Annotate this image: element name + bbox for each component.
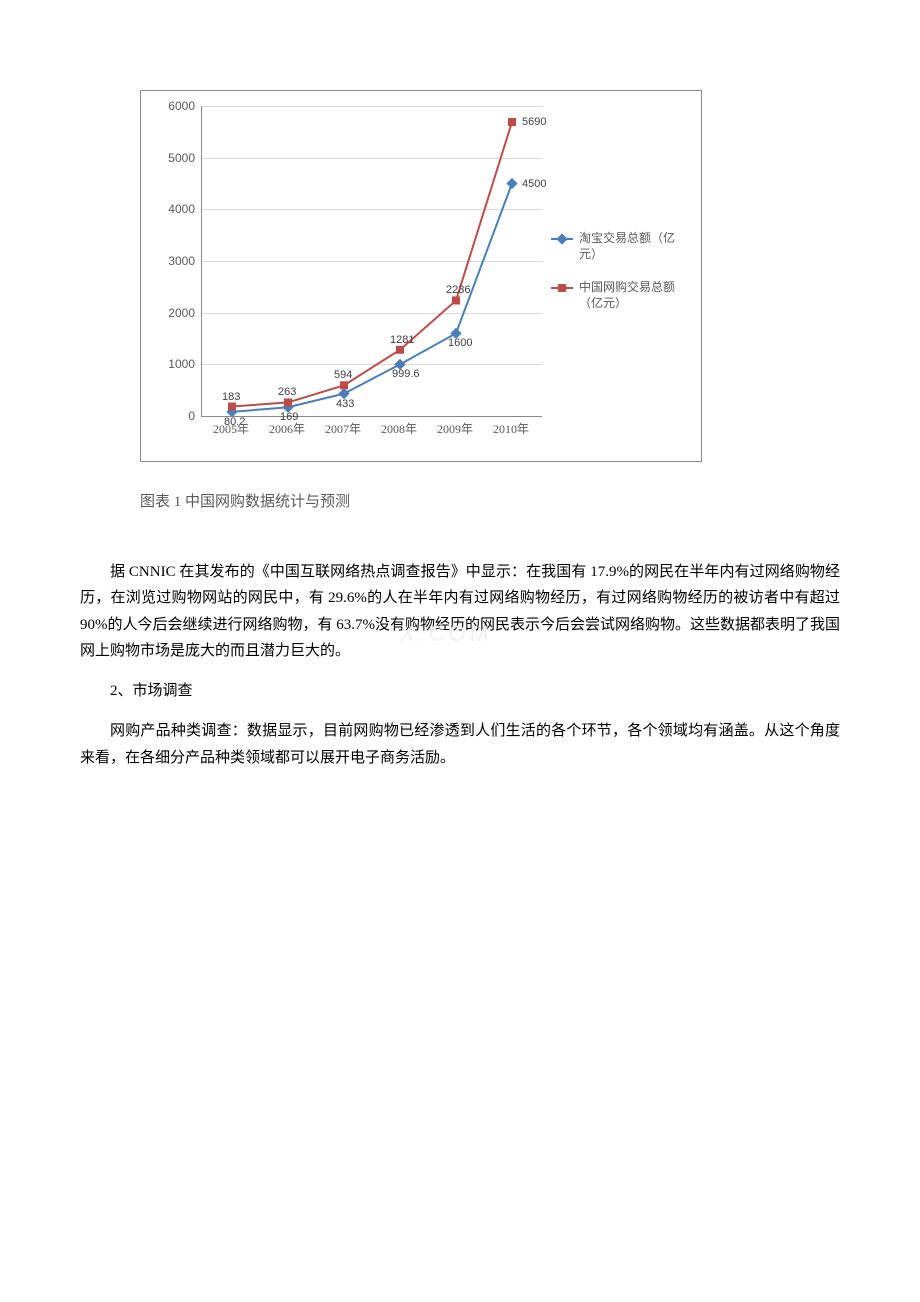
legend-swatch [551, 283, 573, 293]
data-label: 183 [222, 391, 240, 403]
legend-item: 中国网购交易总额（亿元） [551, 280, 691, 311]
data-label: 2236 [446, 284, 470, 296]
body-text: X.COM 据 CNNIC 在其发布的《中国互联网络热点调查报告》中显示：在我国… [80, 559, 840, 771]
y-tick-label: 6000 [168, 99, 195, 113]
y-tick-label: 1000 [168, 357, 195, 371]
data-label: 1281 [390, 334, 414, 346]
data-label: 263 [278, 386, 296, 398]
paragraph: 网购产品种类调查：数据显示，目前网购物已经渗透到人们生活的各个环节，各个领域均有… [80, 718, 840, 771]
y-tick-label: 0 [188, 409, 195, 423]
legend-label: 中国网购交易总额（亿元） [579, 280, 691, 311]
x-tick-label: 2009年 [437, 420, 473, 437]
y-tick-label: 5000 [168, 151, 195, 165]
y-tick-label: 4000 [168, 202, 195, 216]
paragraph: 据 CNNIC 在其发布的《中国互联网络热点调查报告》中显示：在我国有 17.9… [80, 559, 840, 664]
legend: 淘宝交易总额（亿元） 中国网购交易总额（亿元） [551, 231, 691, 329]
paragraph: 2、市场调查 [80, 678, 840, 704]
data-label: 5690 [522, 116, 546, 128]
x-tick-label: 2005年 [213, 420, 249, 437]
x-tick-label: 2010年 [493, 420, 529, 437]
legend-label: 淘宝交易总额（亿元） [579, 231, 691, 262]
y-tick-label: 2000 [168, 306, 195, 320]
diamond-icon [556, 233, 567, 244]
data-label: 594 [334, 369, 352, 381]
revenue-chart: 0100020003000400050006000 80.2169433999.… [140, 90, 702, 462]
x-axis: 2005年 2006年 2007年 2008年 2009年 2010年 [201, 416, 541, 436]
square-icon [558, 284, 566, 292]
x-tick-label: 2006年 [269, 420, 305, 437]
legend-swatch [551, 234, 573, 244]
plot-area: 80.2169433999.61600450018326359412812236… [201, 106, 542, 417]
legend-item: 淘宝交易总额（亿元） [551, 231, 691, 262]
series-1 [202, 106, 542, 416]
chart-caption: 图表 1 中国网购数据统计与预测 [140, 490, 840, 511]
x-tick-label: 2008年 [381, 420, 417, 437]
y-axis: 0100020003000400050006000 [141, 106, 201, 416]
y-tick-label: 3000 [168, 254, 195, 268]
x-tick-label: 2007年 [325, 420, 361, 437]
page: 0100020003000400050006000 80.2169433999.… [0, 90, 920, 825]
